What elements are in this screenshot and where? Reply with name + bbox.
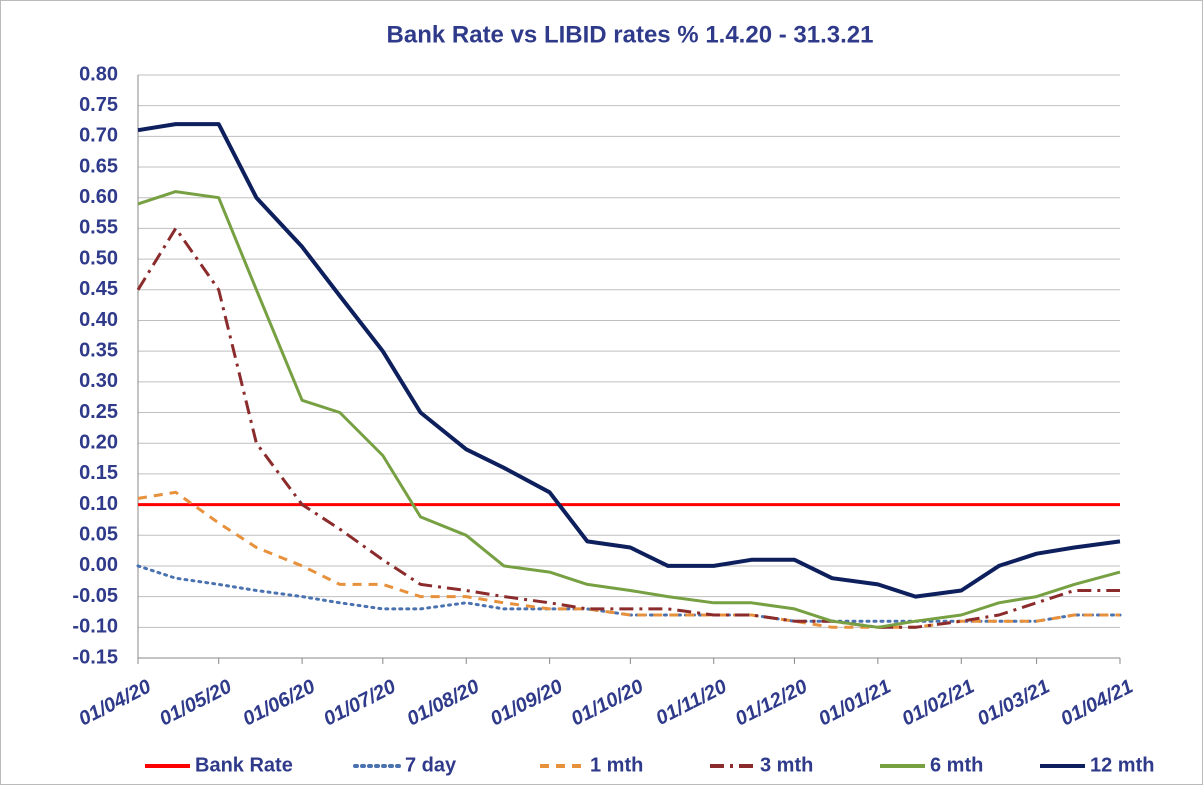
chart-title: Bank Rate vs LIBID rates % 1.4.20 - 31.3…	[387, 21, 874, 48]
legend-label: 6 mth	[930, 754, 983, 776]
legend-label: 12 mth	[1090, 754, 1154, 776]
legend-label: 7 day	[405, 754, 457, 776]
y-tick-label: 0.75	[79, 94, 118, 116]
y-tick-label: 0.30	[79, 370, 118, 392]
series-line	[137, 190, 1121, 629]
y-tick-label: 0.05	[79, 524, 118, 546]
y-tick-label: 0.50	[79, 247, 118, 269]
y-tick-label: 0.15	[79, 462, 118, 484]
y-tick-label: 0.40	[79, 309, 118, 331]
y-tick-label: 0.80	[79, 63, 118, 85]
y-tick-label: -0.05	[72, 585, 118, 607]
y-tick-label: 0.10	[79, 493, 118, 515]
y-tick-label: 0.00	[79, 554, 118, 576]
series-line	[137, 122, 1121, 599]
y-tick-label: -0.15	[72, 646, 118, 668]
y-tick-label: 0.60	[79, 186, 118, 208]
y-tick-label: 0.25	[79, 401, 118, 423]
y-tick-label: 0.55	[79, 217, 118, 239]
y-tick-label: 0.70	[79, 125, 118, 147]
series-line	[136, 226, 1120, 629]
y-tick-label: 0.65	[79, 155, 118, 177]
legend-label: Bank Rate	[195, 754, 293, 776]
y-tick-label: 0.35	[79, 339, 118, 361]
y-tick-label: 0.45	[79, 278, 118, 300]
y-tick-label: 0.20	[79, 431, 118, 453]
legend-label: 1 mth	[590, 754, 643, 776]
legend-label: 3 mth	[760, 754, 813, 776]
series-line	[137, 490, 1120, 629]
y-tick-label: -0.10	[72, 616, 118, 638]
